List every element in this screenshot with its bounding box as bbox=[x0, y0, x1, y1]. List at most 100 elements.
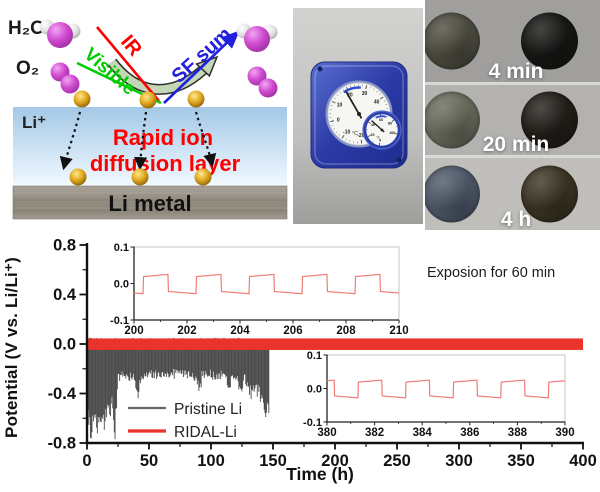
temp-tick-label: 30 bbox=[362, 91, 368, 97]
humidity-comfort-arc bbox=[375, 115, 387, 119]
inset-y-tick-label: 0.1 bbox=[307, 350, 322, 362]
sf-sum-beam bbox=[163, 30, 240, 104]
humidity-tick-label: 100 bbox=[389, 131, 395, 135]
inset-x-tick-label: 382 bbox=[365, 427, 384, 439]
sample-row: 20 min bbox=[425, 85, 600, 155]
li-ion-spheres bbox=[69, 90, 212, 186]
percent-unit-label: % bbox=[377, 136, 381, 140]
li-metal-slab bbox=[12, 185, 288, 220]
temp-tick-label: 0 bbox=[337, 117, 340, 123]
x-tick-label: 50 bbox=[140, 452, 158, 470]
sfg-schematic-panel: IR Visible SF sum H₂O O₂ bbox=[0, 0, 290, 230]
inset-y-tick-label: -0.1 bbox=[303, 417, 322, 429]
legend-label-pristine: Pristine Li bbox=[174, 401, 242, 418]
y-tick-label: 0.0 bbox=[53, 336, 76, 354]
screw-icon bbox=[396, 157, 402, 163]
y-tick-label: 0.8 bbox=[53, 237, 76, 255]
li-discs-panel: 4 min 20 min 4 h bbox=[425, 0, 600, 230]
inset-x-tick-label: 384 bbox=[413, 427, 433, 439]
exposure-time-label: 4 min bbox=[488, 60, 544, 82]
pristine-li-disc bbox=[521, 12, 578, 70]
x-tick-label: 300 bbox=[445, 452, 473, 470]
chart-legend: Pristine Li RIDAL-Li bbox=[128, 401, 242, 441]
rapid-ion-text-line1: Rapid ion bbox=[113, 125, 213, 150]
exposure-time-label: 20 min bbox=[482, 133, 550, 155]
inset-x-tick-label: 206 bbox=[283, 325, 302, 337]
x-tick-label: 250 bbox=[383, 452, 411, 470]
inset-y-tick-label: -0.1 bbox=[110, 315, 129, 327]
ir-beam bbox=[96, 26, 160, 102]
inset-x-tick-label: 380 bbox=[317, 427, 336, 439]
oxygen-molecule bbox=[50, 62, 80, 94]
humidity-tick-label: 40 bbox=[371, 123, 375, 127]
inset-x-tick-label: 210 bbox=[389, 325, 408, 337]
x-tick-label: 100 bbox=[197, 452, 225, 470]
inset-y-tick-label: 0.1 bbox=[114, 242, 129, 254]
sample-row: 4 min bbox=[425, 0, 600, 82]
x-tick-label: 0 bbox=[82, 452, 91, 470]
inset-x-tick-label: 200 bbox=[124, 325, 143, 337]
celsius-unit-label: °C bbox=[352, 131, 358, 137]
temp-tick-label: -20 bbox=[357, 133, 364, 139]
chart-canvas: 0.8 0.4 0.0 -0.4 -0.8 0 50 100 150 200 250 300 350 40… bbox=[48, 237, 597, 471]
x-tick-label: 150 bbox=[259, 452, 287, 470]
water-molecule bbox=[39, 19, 81, 48]
inset-y-tick-label: 0.0 bbox=[114, 278, 129, 290]
chart-axes: 0.8 0.4 0.0 -0.4 -0.8 0 50 100 150 200 250 300 350 40… bbox=[48, 237, 597, 471]
exposure-time-label: 4 h bbox=[500, 208, 532, 230]
ridal-li-disc bbox=[425, 12, 480, 70]
y-tick-label: -0.8 bbox=[48, 435, 76, 453]
inset-x-tick-label: 390 bbox=[555, 427, 574, 439]
y-tick-label: 0.4 bbox=[53, 286, 77, 304]
y-axis-title: Potential (V vs. Li/Li⁺) bbox=[2, 256, 21, 438]
inset-x-tick-label: 204 bbox=[230, 325, 250, 337]
inset-ridal-trace bbox=[326, 379, 566, 399]
screw-icon bbox=[317, 66, 323, 72]
voltage-profile-chart: 0.8 0.4 0.0 -0.4 -0.8 0 50 100 150 200 250 300 350 40… bbox=[0, 235, 600, 492]
oxygen-molecule bbox=[247, 66, 278, 98]
inset-y-tick-label: 0.0 bbox=[307, 383, 322, 395]
temp-tick-label: 40 bbox=[374, 99, 380, 105]
humidity-tick-label: 20 bbox=[370, 133, 374, 137]
exposure-annotation: Exposion for 60 min bbox=[427, 265, 556, 281]
pristine-li-disc bbox=[521, 91, 578, 149]
humidity-tick-label: 80 bbox=[388, 122, 392, 126]
humidity-tick-label: 0 bbox=[379, 139, 381, 143]
temp-tick-label: -10 bbox=[343, 129, 350, 135]
ion-path-arrows bbox=[59, 111, 217, 171]
x-axis-title: Time (h) bbox=[286, 464, 354, 484]
water-molecule bbox=[236, 23, 278, 52]
ridal-li-disc bbox=[425, 165, 480, 223]
ridal-li-disc bbox=[425, 91, 480, 149]
pristine-li-disc bbox=[521, 165, 578, 223]
comfort-zone-arc bbox=[343, 86, 361, 94]
series-ridal-li bbox=[87, 338, 583, 350]
humidity-tick-label: 60 bbox=[379, 118, 383, 122]
li-metal-label: Li metal bbox=[108, 191, 191, 216]
sample-row: 4 h bbox=[425, 158, 600, 230]
reflection-arrow bbox=[107, 55, 219, 95]
legend-label-ridal: RIDAL-Li bbox=[174, 424, 237, 441]
inset-x-tick-label: 388 bbox=[508, 427, 528, 439]
o2-label: O₂ bbox=[16, 58, 39, 79]
li-ion-label: Li⁺ bbox=[22, 113, 46, 132]
temp-tick-label: 20 bbox=[347, 92, 353, 98]
rapid-ion-text-line2: diffusion layer bbox=[90, 151, 241, 176]
temp-tick-label: 10 bbox=[337, 103, 343, 109]
y-tick-label: -0.4 bbox=[48, 385, 77, 403]
h2o-label: H₂O bbox=[8, 18, 45, 39]
inset-x-tick-label: 386 bbox=[460, 427, 479, 439]
x-tick-label: 350 bbox=[507, 452, 535, 470]
inset-ridal-trace bbox=[133, 273, 400, 295]
sfg-schematic: IR Visible SF sum H₂O O₂ bbox=[0, 0, 290, 230]
ion-diffusion-layer bbox=[13, 107, 287, 186]
x-tick-label: 400 bbox=[569, 452, 597, 470]
humidity-dial: 0 20 40 60 80 100% bbox=[362, 110, 402, 150]
x-tick-label: 200 bbox=[321, 452, 349, 470]
inset-x-tick-label: 202 bbox=[177, 325, 196, 337]
